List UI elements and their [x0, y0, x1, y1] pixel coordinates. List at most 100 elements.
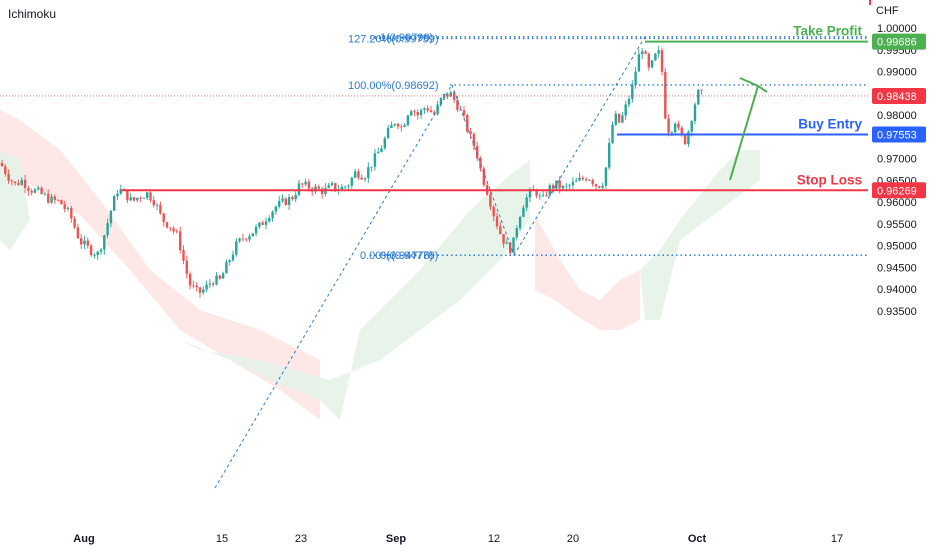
candlestick	[116, 190, 119, 200]
candlestick	[429, 105, 433, 113]
candle-body	[271, 211, 274, 219]
candle-body	[588, 179, 591, 181]
candlestick	[426, 105, 429, 113]
price-tick-label: 0.96000	[877, 197, 917, 209]
candlestick	[86, 237, 89, 249]
price-badge-bg	[872, 182, 926, 199]
candle-body	[670, 132, 674, 133]
candle-body	[287, 197, 291, 205]
candlestick	[159, 201, 162, 215]
candle-body	[680, 127, 683, 136]
candle-body	[690, 121, 693, 132]
price-badge: 0.98438	[872, 87, 926, 104]
candle-body	[350, 177, 353, 186]
candlestick	[347, 184, 350, 190]
candle-body	[614, 113, 617, 125]
candle-body	[27, 187, 30, 191]
candle-body	[96, 251, 99, 255]
candle-body	[208, 283, 212, 285]
price-badge: 0.99686	[872, 33, 926, 50]
candlestick	[241, 233, 245, 242]
candle-body	[637, 54, 641, 72]
candle-body	[611, 124, 614, 144]
candlestick	[40, 186, 43, 195]
candlestick	[73, 216, 76, 229]
candle-body	[344, 186, 347, 188]
candlestick	[268, 215, 271, 223]
candle-body	[479, 158, 482, 169]
candlestick	[53, 194, 56, 204]
candlestick	[60, 199, 63, 205]
candle-body	[697, 89, 700, 105]
candle-body	[251, 233, 254, 237]
candle-body	[56, 199, 60, 201]
candle-body	[37, 187, 40, 190]
candle-body	[10, 180, 14, 182]
price-badge-label: 0.96269	[877, 185, 917, 197]
candle-body	[700, 89, 703, 91]
candle-body	[221, 273, 225, 279]
candle-body	[47, 193, 50, 203]
candlestick	[56, 199, 60, 202]
time-tick-label: Sep	[386, 533, 406, 545]
candle-body	[492, 206, 495, 217]
candlestick	[482, 166, 485, 188]
candle-body	[99, 249, 103, 252]
candlestick	[274, 205, 278, 215]
candle-body	[660, 50, 664, 72]
candle-body	[327, 185, 330, 188]
candlestick	[14, 181, 17, 186]
candle-body	[261, 222, 264, 225]
candlestick	[10, 179, 14, 186]
candlestick	[139, 196, 142, 203]
candle-body	[439, 97, 443, 105]
candle-body	[301, 183, 304, 185]
candlestick	[155, 203, 159, 211]
candle-body	[621, 115, 624, 123]
candlestick	[175, 228, 179, 234]
candlestick	[208, 278, 212, 289]
time-axis: Aug 15 23 Sep 12 20 Oct 17	[73, 533, 843, 545]
candlestick	[205, 280, 208, 293]
candle-body	[433, 112, 436, 115]
candlestick	[93, 252, 96, 259]
candle-body	[683, 135, 687, 145]
candlestick	[235, 238, 238, 257]
candlestick	[604, 167, 608, 190]
candle-body	[505, 242, 509, 244]
candlestick	[571, 177, 575, 190]
price-tick-label: 0.94000	[877, 284, 917, 296]
price-tick-label: 0.97000	[877, 154, 917, 166]
candle-body	[258, 222, 261, 227]
candlestick	[588, 179, 591, 182]
candle-body	[228, 260, 231, 262]
candle-body	[601, 185, 604, 188]
candle-body	[452, 92, 456, 100]
candle-body	[558, 180, 561, 189]
candle-body	[413, 111, 416, 113]
candlestick	[281, 194, 284, 204]
candle-body	[294, 194, 297, 200]
candlestick	[96, 250, 99, 260]
candle-body	[113, 196, 116, 211]
candle-body	[152, 200, 155, 206]
candle-body	[489, 194, 492, 207]
fib-level-label: 0(0.94778)	[380, 250, 433, 262]
candlestick	[245, 237, 248, 243]
candle-body	[248, 236, 251, 240]
candlestick	[617, 113, 621, 124]
candlestick	[37, 185, 40, 191]
candlestick	[452, 90, 456, 103]
candlestick	[627, 95, 631, 108]
candlestick	[63, 200, 66, 213]
candlestick	[287, 194, 291, 211]
candlestick	[215, 272, 218, 286]
candle-body	[608, 143, 611, 168]
candle-body	[23, 179, 27, 188]
candle-body	[80, 238, 83, 245]
candle-body	[377, 152, 380, 154]
candle-body	[103, 235, 106, 250]
candle-body	[400, 126, 403, 128]
candlestick	[4, 163, 7, 177]
